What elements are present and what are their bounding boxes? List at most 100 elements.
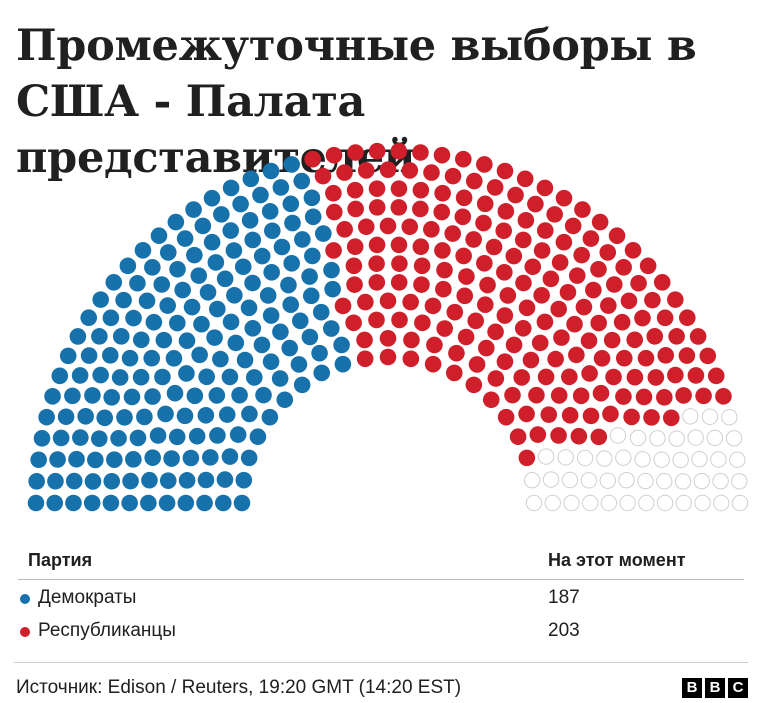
seat-democrat	[125, 451, 142, 468]
seat-democrat	[149, 427, 167, 444]
seat-republican	[518, 299, 536, 317]
seat-democrat	[225, 242, 243, 259]
seat-republican	[546, 206, 563, 223]
seat-democrat	[262, 353, 280, 370]
seat-undeclared	[525, 494, 543, 512]
seat-republican	[626, 331, 644, 349]
source-note: Источник: Edison / Reuters, 19:20 GMT (1…	[16, 677, 462, 698]
seat-republican	[345, 314, 362, 332]
seat-republican	[496, 162, 514, 180]
seat-democrat	[132, 331, 150, 349]
seat-republican	[603, 331, 621, 349]
seat-republican	[551, 254, 569, 271]
seat-republican	[537, 368, 555, 386]
seat-republican	[689, 328, 707, 345]
seat-republican	[475, 214, 492, 232]
seat-undeclared	[619, 494, 636, 512]
seat-democrat	[167, 213, 185, 231]
seat-republican	[514, 320, 532, 337]
seat-democrat	[261, 408, 279, 426]
seat-republican	[529, 426, 547, 443]
seat-democrat	[252, 186, 269, 204]
seat-democrat	[244, 231, 262, 249]
legend-col-party: Партия	[28, 550, 93, 570]
seat-undeclared	[731, 473, 748, 490]
seat-republican	[436, 320, 453, 337]
seat-democrat	[169, 314, 186, 332]
seat-undeclared	[599, 472, 616, 489]
seat-democrat	[259, 287, 277, 304]
seat-undeclared	[561, 471, 579, 489]
seat-republican	[602, 405, 619, 423]
seat-republican	[570, 427, 588, 445]
hemicycle-chart	[27, 142, 749, 512]
seat-democrat	[221, 448, 239, 465]
seat-democrat	[27, 494, 45, 512]
seat-republican	[468, 356, 486, 373]
seat-republican	[476, 156, 493, 173]
chart-title: Промежуточные выборы в США - Палата пред…	[16, 21, 697, 183]
seat-republican	[668, 328, 685, 345]
seat-undeclared	[600, 494, 618, 512]
seat-democrat	[110, 430, 127, 447]
seat-republican	[623, 408, 640, 426]
seat-republican	[590, 314, 607, 332]
seat-undeclared	[580, 472, 598, 489]
seat-republican	[455, 150, 472, 168]
seat-democrat	[188, 427, 206, 445]
seat-democrat	[334, 355, 352, 373]
seat-democrat	[105, 274, 123, 291]
seat-democrat	[134, 242, 152, 259]
seat-republican	[509, 428, 527, 446]
seat-republican	[458, 268, 475, 285]
seat-democrat	[169, 260, 186, 278]
seat-democrat	[102, 309, 120, 327]
seat-democrat	[83, 494, 101, 512]
seat-democrat	[207, 254, 225, 271]
seat-democrat	[157, 405, 174, 423]
seat-republican	[573, 246, 590, 264]
seat-democrat	[216, 471, 234, 488]
seat-republican	[433, 146, 451, 164]
seat-democrat	[323, 320, 340, 337]
seat-democrat	[294, 231, 311, 248]
seat-democrat	[291, 312, 309, 330]
seat-democrat	[202, 449, 219, 466]
seat-democrat	[150, 227, 168, 244]
seat-democrat	[59, 347, 77, 365]
seat-republican	[379, 292, 397, 310]
seat-republican	[593, 350, 611, 367]
seat-undeclared	[656, 494, 674, 512]
seat-republican	[615, 259, 632, 276]
seat-republican	[496, 353, 514, 370]
seat-democrat	[145, 313, 163, 331]
seat-democrat	[196, 494, 213, 512]
seat-democrat	[333, 336, 350, 354]
seat-democrat	[64, 387, 81, 405]
seat-republican	[434, 242, 451, 259]
seat-democrat	[80, 347, 98, 364]
seat-democrat	[44, 387, 61, 405]
democrats-dot-icon	[20, 594, 30, 604]
seat-undeclared	[701, 408, 719, 425]
seat-democrat	[47, 472, 64, 490]
seat-republican	[368, 255, 385, 272]
seat-republican	[514, 231, 532, 249]
seat-undeclared	[706, 429, 724, 447]
seat-democrat	[236, 351, 254, 369]
seat-republican	[479, 276, 496, 294]
seat-republican	[536, 179, 554, 197]
seat-republican	[457, 328, 475, 346]
seat-republican	[467, 312, 485, 330]
seat-democrat	[282, 195, 300, 213]
seat-democrat	[315, 225, 332, 242]
seat-democrat	[155, 331, 173, 349]
seat-republican	[678, 347, 696, 364]
seat-republican	[413, 276, 430, 293]
seat-democrat	[244, 320, 262, 337]
seat-undeclared	[691, 451, 708, 468]
seat-republican	[336, 164, 353, 181]
seat-democrat	[263, 264, 280, 281]
republicans-dot-icon	[20, 627, 30, 637]
seat-undeclared	[581, 494, 599, 512]
